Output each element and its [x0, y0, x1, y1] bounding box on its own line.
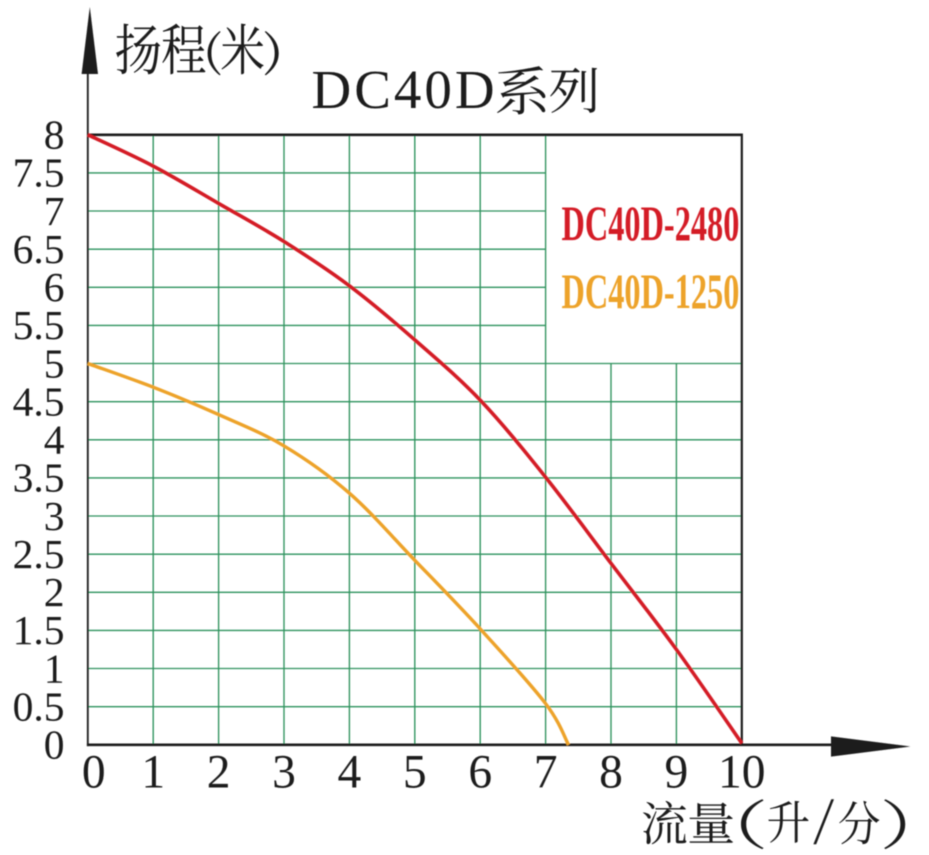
svg-text:5: 5	[44, 340, 65, 386]
svg-text:8: 8	[599, 747, 623, 799]
svg-text:7: 7	[534, 747, 558, 799]
svg-text:10: 10	[718, 747, 766, 799]
svg-text:7: 7	[44, 188, 65, 234]
svg-text:3: 3	[44, 493, 65, 539]
svg-text:8: 8	[44, 112, 65, 158]
svg-text:DC40D-2480: DC40D-2480	[562, 196, 740, 252]
svg-text:6.5: 6.5	[13, 226, 65, 272]
svg-text:6: 6	[468, 747, 492, 799]
svg-text:7.5: 7.5	[13, 150, 65, 196]
svg-text:2: 2	[44, 569, 65, 615]
svg-text:2.5: 2.5	[13, 531, 65, 577]
svg-text:1: 1	[44, 645, 65, 691]
svg-text:5.5: 5.5	[13, 302, 65, 348]
svg-text:3: 3	[272, 747, 296, 799]
svg-text:2: 2	[207, 747, 231, 799]
svg-text:0.5: 0.5	[13, 684, 65, 730]
svg-text:5: 5	[403, 747, 427, 799]
svg-text:DC40D: DC40D	[312, 59, 498, 120]
svg-text:3.5: 3.5	[13, 455, 65, 501]
svg-text:1: 1	[141, 747, 165, 799]
svg-text:4.5: 4.5	[13, 379, 65, 425]
svg-text:4: 4	[44, 417, 65, 463]
svg-text:0: 0	[44, 722, 65, 768]
svg-text:0: 0	[82, 747, 106, 799]
svg-text:6: 6	[44, 264, 65, 310]
svg-text:1.5: 1.5	[13, 607, 65, 653]
svg-text:DC40D-1250: DC40D-1250	[562, 264, 740, 320]
svg-text:9: 9	[665, 747, 689, 799]
svg-text:4: 4	[338, 747, 362, 799]
